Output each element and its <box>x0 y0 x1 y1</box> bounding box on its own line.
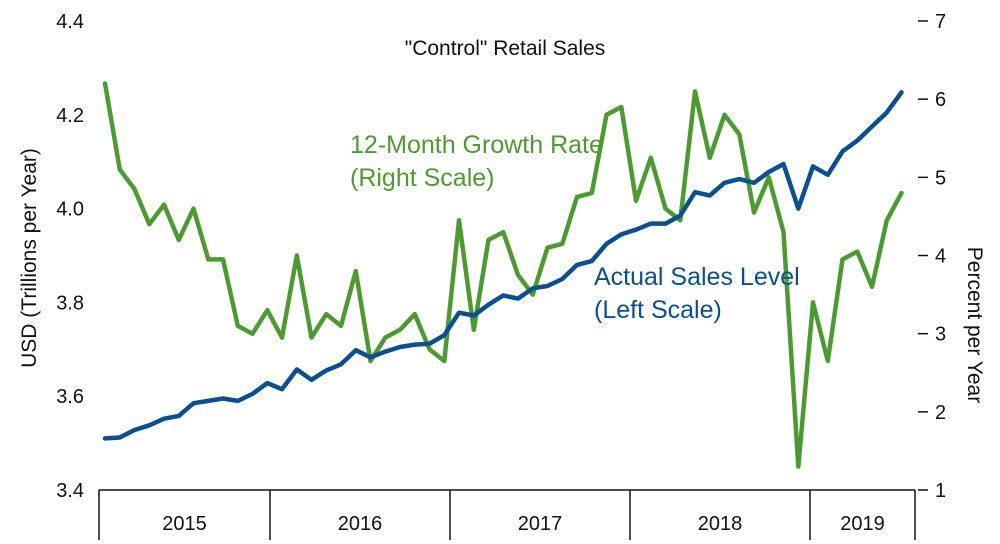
year-label: 2015 <box>162 513 207 535</box>
right-tick-label: 5 <box>935 167 946 189</box>
x-axis-year-labels: 2015 2016 2017 2018 2019 <box>162 513 885 535</box>
level-annotation-line1: Actual Sales Level <box>594 263 800 291</box>
level-annotation-line2: (Left Scale) <box>594 296 722 324</box>
year-label: 2016 <box>338 513 383 535</box>
right-tick-label: 1 <box>935 480 946 502</box>
right-tick-label: 6 <box>935 89 946 111</box>
growth-annotation-line2: (Right Scale) <box>350 164 495 192</box>
left-tick-label: 3.8 <box>56 292 84 314</box>
year-label: 2018 <box>698 513 743 535</box>
year-label: 2019 <box>840 513 885 535</box>
right-tick-label: 3 <box>935 324 946 346</box>
left-tick-label: 4.4 <box>56 11 84 33</box>
left-tick-label: 3.4 <box>56 480 84 502</box>
sales-level-series-line <box>102 90 904 441</box>
growth-rate-series-line <box>102 81 904 469</box>
x-axis <box>98 489 916 540</box>
right-axis-title: Percent per Year <box>963 247 986 403</box>
left-tick-label: 4.0 <box>56 199 84 221</box>
right-tick-label: 7 <box>935 11 946 33</box>
year-label: 2017 <box>518 513 563 535</box>
left-tick-label: 4.2 <box>56 105 84 127</box>
left-axis-title: USD (Trillions per Year) <box>18 148 41 368</box>
right-axis: 1 2 3 4 5 6 7 <box>918 11 946 502</box>
left-tick-label: 3.6 <box>56 386 84 408</box>
right-tick-label: 2 <box>935 402 946 424</box>
growth-annotation-line1: 12-Month Growth Rate <box>350 131 603 159</box>
left-axis: 3.4 3.6 3.8 4.0 4.2 4.4 <box>56 11 84 502</box>
chart-title: "Control" Retail Sales <box>405 37 606 60</box>
right-tick-label: 4 <box>935 246 946 268</box>
